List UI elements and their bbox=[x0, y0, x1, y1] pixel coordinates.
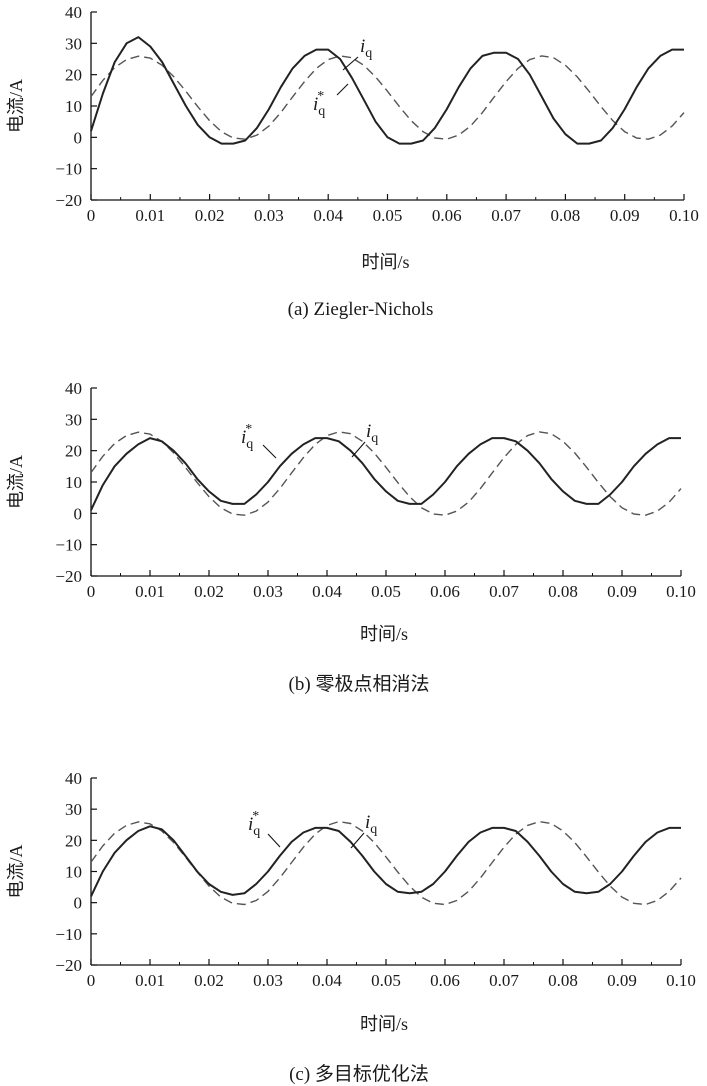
x-tick-label: 0 bbox=[87, 971, 96, 990]
x-tick-label: 0 bbox=[87, 582, 96, 601]
x-tick-label: 0.09 bbox=[607, 582, 637, 601]
annotation-superscript: * bbox=[252, 809, 259, 824]
y-tick-label: 0 bbox=[74, 504, 83, 523]
series-annotation: iq* bbox=[313, 89, 325, 119]
x-tick-label: 0.09 bbox=[607, 971, 637, 990]
y-tick-label: 30 bbox=[65, 800, 82, 819]
annotation-symbol: i bbox=[366, 421, 371, 442]
x-tick-label: 0.04 bbox=[312, 971, 342, 990]
y-axis-label: 电流/A bbox=[6, 455, 26, 509]
y-axis-label: 电流/A bbox=[6, 79, 26, 133]
y-tick-label: −10 bbox=[55, 536, 82, 555]
x-tick-label: 0.01 bbox=[135, 582, 165, 601]
x-tick-label: 0.07 bbox=[489, 582, 519, 601]
x-tick-label: 0.04 bbox=[312, 582, 342, 601]
panel-caption: (b) 零极点相消法 bbox=[289, 673, 430, 695]
annotation-subscript: q bbox=[365, 46, 372, 61]
panel-caption: (a) Ziegler-Nichols bbox=[288, 299, 434, 320]
y-tick-label: −10 bbox=[55, 925, 82, 944]
series-annotation: iq bbox=[360, 36, 372, 61]
x-tick-label: 0.07 bbox=[489, 971, 519, 990]
x-tick-label: 0.03 bbox=[253, 582, 283, 601]
chart-panel: 40 30 20 10 0 −10 −20 0 0.01 0.02 0.03 0.04 0.05 0.06… bbox=[6, 769, 696, 1085]
y-tick-label: −20 bbox=[55, 191, 82, 210]
x-tick-label: 0.03 bbox=[253, 971, 283, 990]
annotation-superscript: * bbox=[317, 89, 324, 104]
x-tick-label: 0.05 bbox=[373, 206, 403, 225]
y-tick-label: −20 bbox=[55, 956, 82, 975]
x-tick-label: 0.04 bbox=[313, 206, 343, 225]
annotation-leader bbox=[350, 832, 365, 849]
y-tick-label: 40 bbox=[65, 3, 82, 22]
y-tick-label: 20 bbox=[65, 66, 82, 85]
y-tick-label: 40 bbox=[65, 379, 82, 398]
y-tick-label: −20 bbox=[55, 567, 82, 586]
y-tick-label: 30 bbox=[65, 410, 82, 429]
x-tick-label: 0.07 bbox=[491, 206, 521, 225]
x-axis-label: 时间/s bbox=[360, 1014, 408, 1034]
x-tick-label: 0.02 bbox=[194, 971, 224, 990]
annotation-symbol: i bbox=[241, 427, 246, 448]
y-tick-label: 0 bbox=[74, 894, 83, 913]
x-tick-label: 0.06 bbox=[432, 206, 462, 225]
x-tick-label: 0.06 bbox=[430, 582, 460, 601]
y-tick-label: 20 bbox=[65, 831, 82, 850]
x-tick-label: 0.01 bbox=[135, 971, 165, 990]
annotation-leader bbox=[336, 83, 349, 96]
chart-panel: 40 30 20 10 0 −10 −20 0 0.01 0.02 0.03 0.04 0.05 0.06… bbox=[6, 379, 696, 695]
series-line-iq-ref bbox=[90, 431, 682, 516]
series-annotation: iq* bbox=[248, 809, 260, 839]
y-tick-label: −10 bbox=[55, 160, 82, 179]
annotation-leader bbox=[262, 444, 277, 459]
annotation-symbol: i bbox=[313, 94, 318, 115]
annotation-leader bbox=[267, 833, 281, 848]
series-annotation: iq bbox=[366, 421, 378, 446]
annotation-subscript: q bbox=[371, 431, 378, 446]
annotation-symbol: i bbox=[360, 36, 365, 57]
annotation-symbol: i bbox=[365, 812, 370, 833]
series-line-iq bbox=[90, 36, 684, 145]
annotation-subscript: q bbox=[253, 824, 260, 839]
annotation-leader bbox=[351, 441, 366, 458]
x-tick-label: 0.10 bbox=[669, 206, 699, 225]
y-tick-label: 20 bbox=[65, 442, 82, 461]
x-tick-label: 0.01 bbox=[135, 206, 165, 225]
annotation-symbol: i bbox=[248, 814, 253, 835]
y-tick-label: 40 bbox=[65, 769, 82, 788]
x-tick-label: 0 bbox=[87, 206, 96, 225]
annotation-superscript: * bbox=[245, 422, 252, 437]
x-tick-label: 0.02 bbox=[194, 582, 224, 601]
x-tick-label: 0.05 bbox=[371, 971, 401, 990]
panel-caption: (c) 多目标优化法 bbox=[289, 1063, 429, 1085]
x-tick-label: 0.10 bbox=[666, 971, 696, 990]
y-tick-label: 0 bbox=[74, 128, 83, 147]
x-tick-label: 0.08 bbox=[548, 971, 578, 990]
x-axis-label: 时间/s bbox=[361, 252, 409, 272]
y-tick-label: 30 bbox=[65, 34, 82, 53]
x-tick-label: 0.06 bbox=[430, 971, 460, 990]
x-tick-label: 0.02 bbox=[195, 206, 225, 225]
series-line-iq bbox=[90, 437, 681, 511]
x-tick-label: 0.03 bbox=[254, 206, 284, 225]
series-line-iq bbox=[90, 825, 681, 897]
x-tick-label: 0.10 bbox=[666, 582, 696, 601]
annotation-subscript: q bbox=[318, 104, 325, 119]
x-tick-label: 0.05 bbox=[371, 582, 401, 601]
annotation-leader bbox=[342, 56, 359, 71]
series-annotation: iq* bbox=[241, 422, 253, 452]
x-tick-label: 0.08 bbox=[551, 206, 581, 225]
x-tick-label: 0.08 bbox=[548, 582, 578, 601]
annotation-subscript: q bbox=[246, 437, 253, 452]
y-axis-label: 电流/A bbox=[6, 844, 26, 898]
chart-panel: 40 30 20 10 0 −10 −20 0 0.01 0.02 0.03 0.04 0.05 0.06… bbox=[6, 3, 699, 320]
series-line-iq-ref bbox=[90, 55, 685, 140]
y-tick-label: 10 bbox=[65, 97, 82, 116]
y-tick-label: 10 bbox=[65, 863, 82, 882]
annotation-subscript: q bbox=[370, 822, 377, 837]
y-tick-label: 10 bbox=[65, 473, 82, 492]
series-annotation: iq bbox=[365, 812, 377, 837]
x-tick-label: 0.09 bbox=[610, 206, 640, 225]
x-axis-label: 时间/s bbox=[360, 624, 408, 644]
